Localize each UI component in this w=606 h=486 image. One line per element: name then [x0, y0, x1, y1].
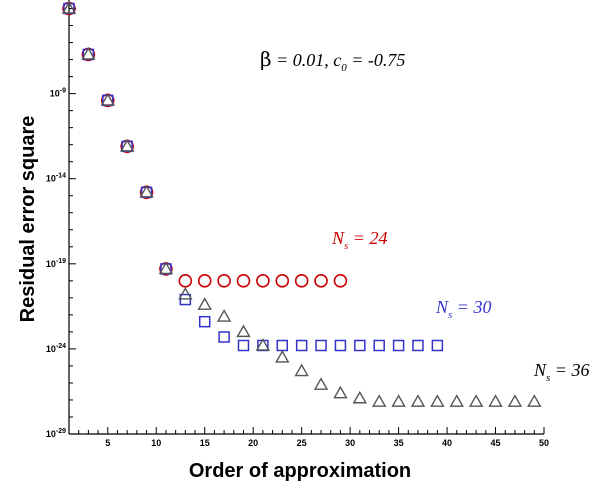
parameter-annotation: β = 0.01, c0 = -0.75	[260, 47, 405, 74]
triangle-marker	[488, 394, 503, 407]
circle-marker	[314, 274, 328, 288]
square-marker	[315, 339, 327, 352]
y-tick-label: 10-9	[50, 88, 66, 99]
triangle-marker	[410, 394, 426, 407]
square-marker	[354, 339, 366, 352]
triangle-marker	[391, 394, 406, 407]
triangle-marker	[430, 394, 445, 407]
circle-marker	[197, 274, 212, 288]
triangle-marker	[255, 338, 271, 351]
series-label-ns36: Ns = 36	[533, 360, 589, 384]
x-tick-label: 20	[248, 438, 258, 448]
triangle-marker	[371, 394, 387, 407]
circle-marker	[178, 274, 193, 288]
y-axis-label: Residual error square	[17, 116, 39, 323]
series-label-ns30: Ns = 30	[435, 297, 491, 321]
square-marker	[218, 331, 230, 343]
triangle-marker	[81, 47, 96, 60]
x-axis-ticks: 5 10 15 20 25 30 35 40 45 50	[78, 427, 549, 448]
beta-symbol: β	[260, 47, 272, 71]
triangle-marker	[197, 297, 212, 310]
series-circle-ns	[62, 1, 348, 288]
beta-text: = 0.01, c	[272, 50, 342, 70]
x-tick-label: 15	[200, 438, 210, 448]
series-label-ns24: Ns = 24	[331, 228, 387, 252]
x-tick-label: 50	[539, 438, 549, 448]
x-tick-label: 10	[151, 438, 161, 448]
triangle-marker	[507, 394, 523, 407]
data-marks	[61, 1, 542, 407]
circle-marker	[333, 274, 348, 288]
plot-frame	[68, 0, 544, 435]
c-subscript: 0	[341, 62, 347, 74]
x-tick-label: 5	[105, 438, 110, 448]
triangle-marker	[178, 287, 193, 300]
circle-marker	[256, 274, 270, 288]
triangle-marker	[100, 93, 115, 106]
square-marker	[198, 315, 211, 328]
triangle-marker	[236, 324, 251, 338]
c-text: = -0.75	[347, 50, 406, 70]
triangle-marker	[139, 184, 154, 198]
circle-marker	[294, 274, 309, 288]
square-marker	[334, 339, 347, 352]
circle-marker	[275, 274, 290, 288]
square-marker	[412, 339, 424, 352]
triangle-marker	[333, 385, 348, 399]
triangle-marker	[527, 394, 542, 407]
triangle-marker	[449, 394, 464, 407]
y-tick-label: 10-24	[46, 343, 66, 354]
circle-marker	[217, 274, 231, 288]
square-marker	[295, 339, 308, 352]
square-marker	[373, 339, 385, 352]
triangle-marker	[313, 377, 329, 390]
x-tick-label: 30	[345, 438, 355, 448]
triangle-marker	[61, 1, 77, 14]
x-tick-label: 40	[442, 438, 452, 448]
triangle-marker	[216, 309, 232, 322]
circle-marker	[236, 274, 251, 288]
y-tick-label: 10-29	[46, 428, 66, 439]
triangle-marker	[294, 363, 309, 377]
y-axis-ticks: 10-9 10-14 10-19 10-24 10-29	[46, 8, 76, 439]
square-marker	[276, 339, 289, 352]
triangle-marker	[275, 350, 290, 363]
triangle-marker	[468, 394, 484, 407]
x-tick-label: 35	[394, 438, 404, 448]
triangle-marker	[158, 261, 174, 275]
triangle-marker	[352, 390, 368, 404]
x-axis-label: Order of approximation	[189, 460, 411, 482]
y-tick-label: 10-19	[46, 258, 66, 269]
triangle-marker	[119, 138, 135, 152]
x-tick-label: 45	[491, 438, 501, 448]
square-marker	[431, 339, 444, 352]
series-triangle-ns	[61, 1, 542, 407]
y-tick-label: 10-14	[46, 173, 66, 184]
square-marker	[237, 339, 250, 352]
x-tick-label: 25	[297, 438, 307, 448]
square-marker	[392, 339, 405, 352]
